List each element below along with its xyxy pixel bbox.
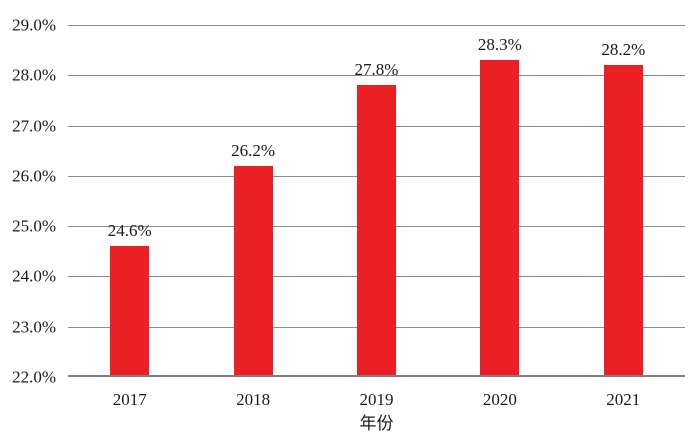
bar-value-label: 24.6% (107, 221, 152, 241)
bar-2017 (110, 246, 150, 375)
x-axis-tick-label: 2021 (606, 390, 641, 409)
y-axis-tick-label: 24.0% (12, 266, 56, 286)
plot-area: 24.6% 2017 26.2% 2018 27.8% 2019 28.3% 2020 28.2… (68, 25, 685, 409)
bar-2020 (480, 60, 520, 375)
bar-2018 (233, 165, 273, 375)
x-axis-tick-label: 2017 (112, 390, 147, 409)
x-axis-title: 年份 (359, 414, 394, 433)
bar-value-label: 26.2% (231, 140, 276, 160)
x-axis-tick-label: 2020 (482, 390, 517, 409)
gridline (68, 75, 685, 77)
x-axis-line (68, 375, 685, 377)
bar-value-label: 27.8% (354, 60, 399, 80)
bar-value-label: 28.2% (601, 40, 646, 60)
y-axis-tick-label: 29.0% (12, 15, 56, 35)
bar-2019 (357, 85, 396, 375)
y-axis-tick-label: 28.0% (12, 65, 56, 85)
gridline (68, 25, 685, 26)
y-axis-tick-label: 26.0% (12, 166, 56, 186)
x-axis-tick-label: 2019 (359, 390, 394, 409)
y-axis-tick-label: 23.0% (12, 317, 56, 337)
y-axis-tick-label: 27.0% (12, 116, 56, 136)
bar-2021 (603, 65, 643, 375)
y-axis-tick-label: 25.0% (12, 216, 56, 236)
y-axis-tick-label: 22.0% (12, 367, 56, 387)
bar-value-label: 28.3% (477, 35, 522, 55)
x-axis-tick-label: 2018 (236, 390, 271, 409)
